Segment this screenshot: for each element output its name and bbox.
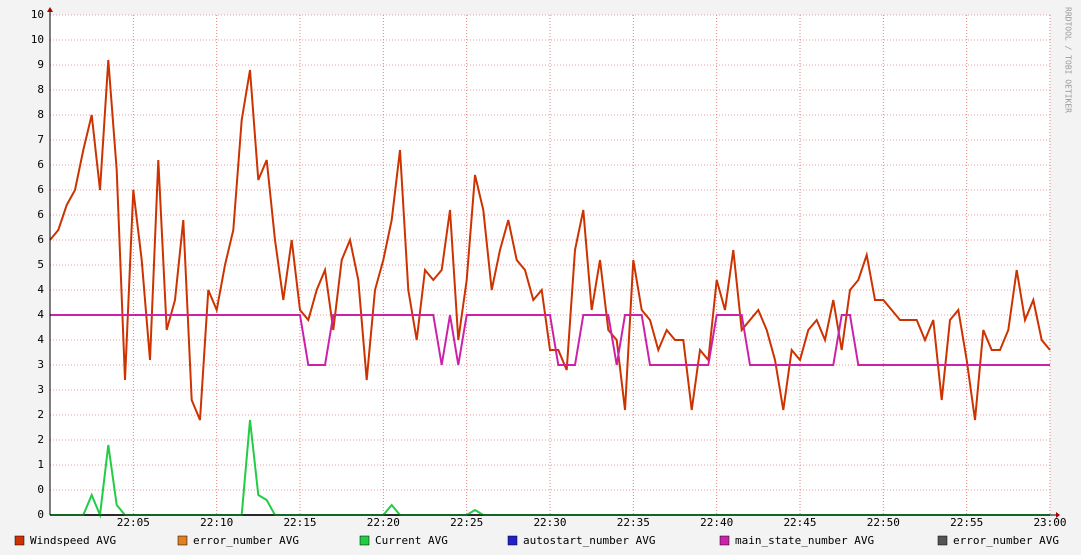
y-tick-label: 3 [37,358,44,371]
y-tick-label: 0 [37,508,44,521]
legend-swatch [14,535,25,546]
y-arrow [47,7,53,12]
legend-label: Windspeed AVG [30,534,116,547]
x-tick-label: 22:05 [117,516,150,529]
legend-label: autostart_number AVG [523,534,655,547]
y-tick-label: 8 [37,108,44,121]
x-tick-label: 22:35 [617,516,650,529]
y-tick-label: 6 [37,208,44,221]
y-tick-label: 10 [31,8,44,21]
legend-label: Current AVG [375,534,448,547]
x-tick-label: 22:40 [700,516,733,529]
watermark: RRDTOOL / TOBI OETIKER [1064,7,1073,113]
x-arrow [1056,512,1060,518]
y-tick-label: 4 [37,308,44,321]
y-tick-label: 10 [31,33,44,46]
x-tick-label: 22:30 [533,516,566,529]
y-tick-label: 6 [37,233,44,246]
y-tick-label: 5 [37,258,44,271]
y-tick-label: 1 [37,458,44,471]
x-tick-label: 22:20 [367,516,400,529]
x-tick-label: 22:45 [783,516,816,529]
legend: Windspeed AVG error_number AVG Current AVG… [14,534,1059,547]
legend-swatch [937,535,948,546]
y-tick-label: 6 [37,158,44,171]
legend-swatch [177,535,188,546]
x-tick-label: 22:10 [200,516,233,529]
axes [47,7,1060,518]
y-tick-label: 4 [37,283,44,296]
legend-label: error_number AVG [193,534,299,547]
legend-swatch [507,535,518,546]
x-tick-label: 22:50 [867,516,900,529]
y-tick-label: 6 [37,183,44,196]
series-line [49,59,1051,421]
series-line [50,314,1050,366]
legend-swatch [359,535,370,546]
y-tick-label: 2 [37,433,44,446]
y-tick-label: 7 [37,133,44,146]
x-tick-label: 22:55 [950,516,983,529]
y-tick-label: 9 [37,58,44,71]
legend-swatch [719,535,730,546]
y-tick-label: 4 [37,333,44,346]
x-tick-label: 22:15 [283,516,316,529]
y-tick-label: 8 [37,83,44,96]
x-tick-label: 22:25 [450,516,483,529]
legend-label: main_state_number AVG [735,534,874,547]
y-tick-label: 3 [37,383,44,396]
grid: 0 0 1 2 2 3 3 4 4 4 5 6 6 6 6 7 8 8 9 10 10 22:05 22:10 22:15 22… [31,8,1067,529]
legend-label: error_number AVG [953,534,1059,547]
x-tick-label: 23:00 [1033,516,1066,529]
y-tick-label: 2 [37,408,44,421]
y-tick-label: 0 [37,483,44,496]
